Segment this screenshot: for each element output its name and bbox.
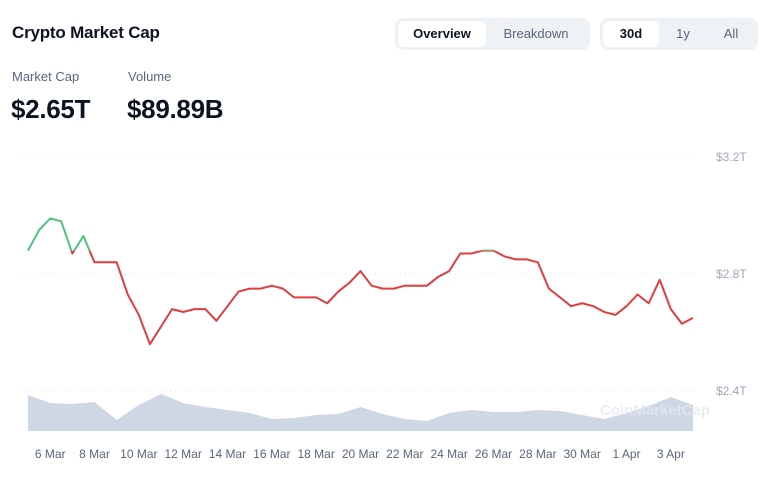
range-all[interactable]: All: [723, 26, 739, 41]
x-tick-label: 1 Apr: [612, 447, 640, 461]
y-tick-label: $2.4T: [716, 384, 747, 398]
volume-label: Volume: [128, 69, 172, 84]
volume-area: [28, 394, 693, 431]
widget-title: Crypto Market Cap: [12, 23, 160, 42]
x-tick-label: 26 Mar: [475, 447, 512, 461]
x-tick-label: 3 Apr: [657, 447, 685, 461]
y-tick-label: $2.8T: [716, 267, 747, 281]
view-toggle: Overview Breakdown: [395, 18, 590, 50]
price-line-up: [27, 217, 496, 251]
x-tick-label: 8 Mar: [79, 447, 110, 461]
market-cap-label: Market Cap: [12, 69, 80, 84]
tab-breakdown[interactable]: Breakdown: [503, 26, 569, 41]
y-tick-label: $3.2T: [716, 150, 747, 164]
x-tick-label: 22 Mar: [386, 447, 423, 461]
x-tick-label: 14 Mar: [209, 447, 246, 461]
tab-overview[interactable]: Overview: [398, 21, 486, 47]
x-tick-label: 6 Mar: [35, 447, 66, 461]
x-tick-label: 12 Mar: [164, 447, 201, 461]
range-30d[interactable]: 30d: [603, 21, 659, 47]
x-tick-label: 24 Mar: [430, 447, 467, 461]
watermark-logo: CoinMarketCap: [600, 402, 710, 419]
x-tick-label: 20 Mar: [342, 447, 379, 461]
price-line-down: [28, 250, 694, 346]
x-tick-label: 28 Mar: [519, 447, 556, 461]
volume-value: $89.89B: [127, 94, 224, 124]
range-toggle: 30d 1y All: [600, 18, 758, 50]
x-tick-label: 16 Mar: [253, 447, 290, 461]
market-cap-value: $2.65T: [11, 94, 91, 124]
x-tick-label: 30 Mar: [563, 447, 600, 461]
range-1y[interactable]: 1y: [676, 26, 690, 41]
x-tick-label: 18 Mar: [297, 447, 334, 461]
x-tick-label: 10 Mar: [120, 447, 157, 461]
